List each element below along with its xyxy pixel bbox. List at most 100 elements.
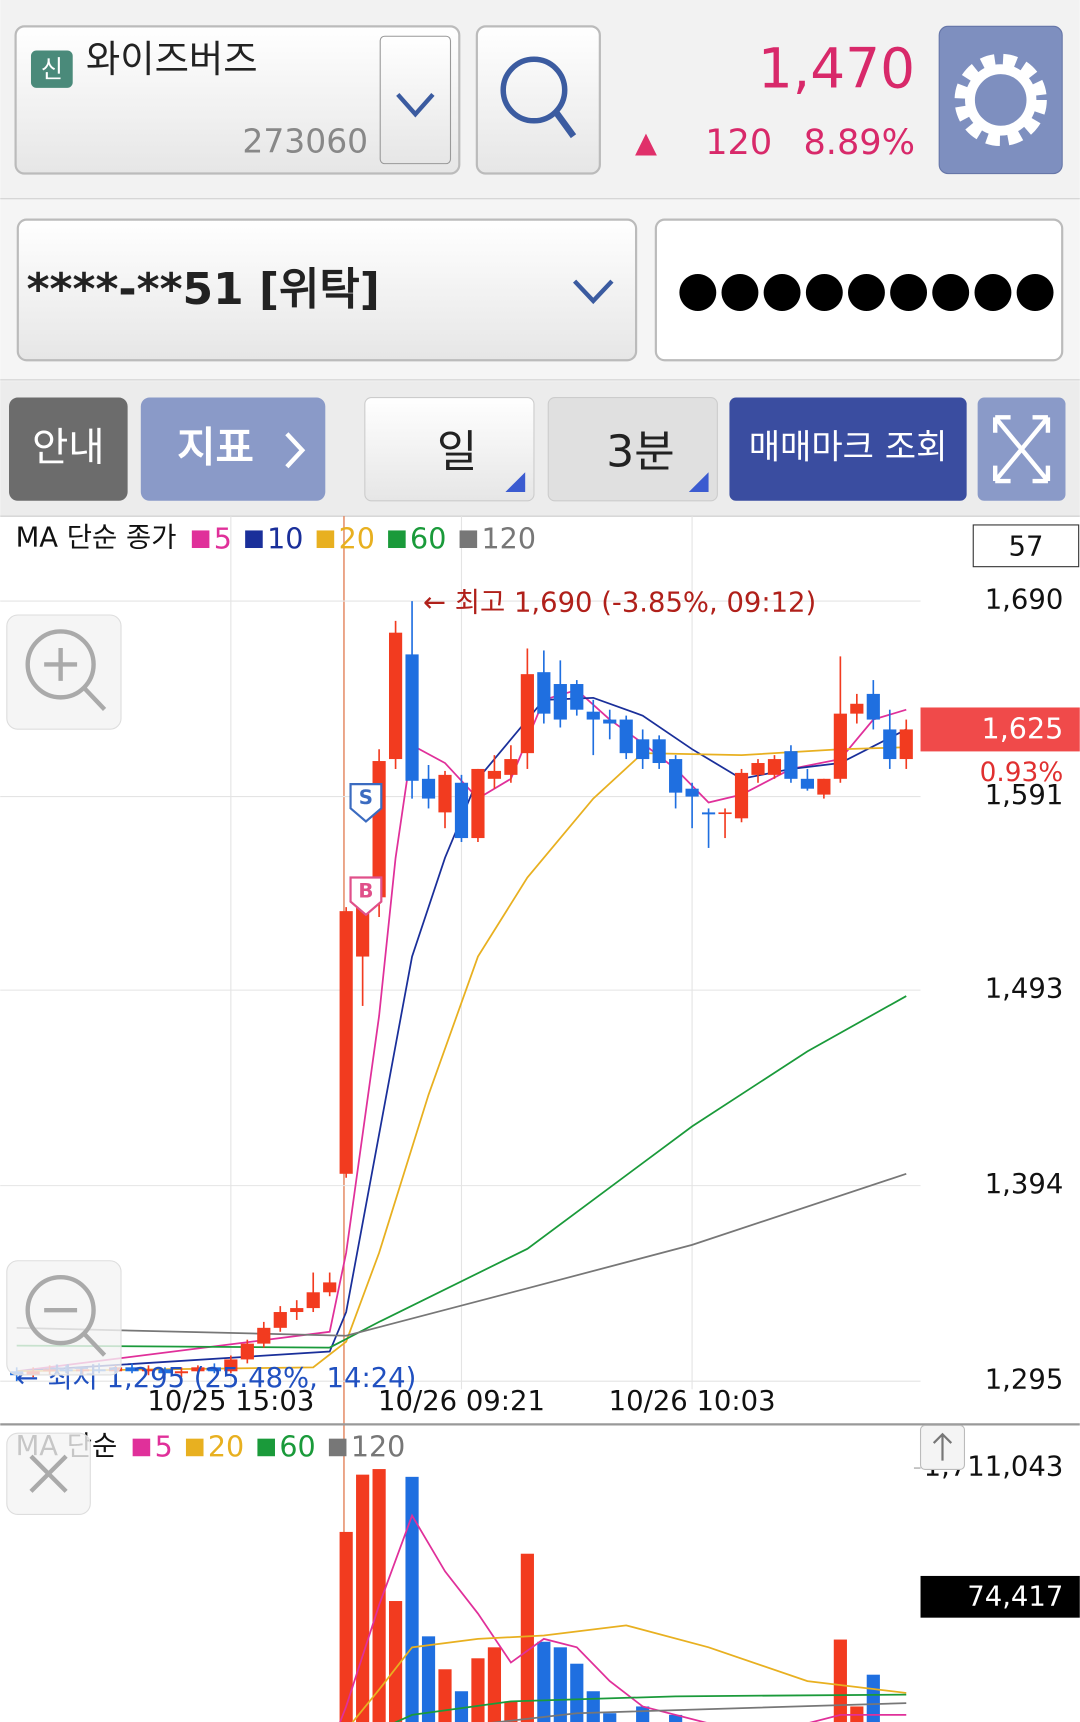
candle-body: [701, 812, 716, 815]
candle-body: [158, 1369, 172, 1374]
zoom-icon: [25, 1275, 96, 1346]
volume-bar: [454, 1691, 469, 1722]
period-label: 일: [437, 427, 477, 478]
candle-body: [866, 693, 880, 720]
y-tick-label: 1,295: [985, 1365, 1064, 1396]
zoom-icon: [44, 1307, 107, 1357]
volume-bar: [866, 1674, 880, 1722]
change: 120: [705, 122, 772, 163]
chevron: [285, 432, 306, 469]
password-mask: ●●●●●●●●●: [677, 261, 1056, 317]
account-select[interactable]: [16, 218, 638, 362]
candle-body: [899, 729, 913, 760]
volume-bar: [487, 1647, 502, 1722]
counter: 57: [1008, 532, 1043, 563]
legend-swatch: [459, 530, 478, 549]
x-tick-label: 10/26 09:21: [378, 1386, 545, 1417]
candle-body: [438, 774, 452, 813]
search-icon: [553, 110, 577, 139]
trade-mark-button[interactable]: [729, 397, 967, 501]
expand-icon: [993, 415, 1051, 484]
chevron: [572, 279, 614, 305]
trade-mark-label: 매매마크 조회: [749, 428, 948, 468]
y-tick-label: 1,690: [985, 585, 1064, 616]
x-tick-label: 10/25 15:03: [147, 1386, 314, 1417]
legend-label: 120: [351, 1430, 405, 1464]
y-tick-label: 1,591: [985, 780, 1064, 811]
legend-swatch: [328, 1438, 347, 1457]
ma-line: [491, 1702, 907, 1722]
legend-swatch: [245, 530, 263, 549]
volume-bar: [405, 1476, 419, 1722]
last-volume-box: [920, 1575, 1080, 1618]
badge: [30, 50, 73, 88]
legend-swatch: [388, 530, 406, 549]
corner-mark: [505, 472, 526, 492]
candle-body: [619, 719, 633, 754]
ma-line: [339, 1513, 907, 1722]
candle-body: [454, 782, 469, 839]
y-tick-label: 1,493: [985, 974, 1064, 1005]
legend-label: 60: [279, 1430, 315, 1464]
candle-body: [669, 759, 683, 793]
candle-body: [603, 719, 617, 724]
indicator-button[interactable]: [140, 397, 326, 501]
candle-body: [833, 713, 847, 779]
trade-mark-label: B: [358, 879, 373, 902]
price: 1,470: [758, 37, 915, 101]
legend-swatch: [257, 1438, 275, 1457]
candle-body: [767, 759, 782, 775]
search-button[interactable]: [475, 25, 601, 175]
volume-bar: [504, 1701, 518, 1722]
candle-body: [751, 763, 765, 775]
legend-label: 5: [214, 521, 232, 555]
candle-body: [141, 1369, 156, 1372]
period-button[interactable]: [364, 397, 535, 502]
candle-body: [636, 739, 650, 760]
candle-body: [191, 1367, 205, 1372]
change-pct: 8.89%: [803, 122, 915, 163]
candle-body: [240, 1343, 254, 1360]
candle-body: [553, 684, 567, 720]
change-sign: ▲: [635, 125, 657, 159]
candle-body: [339, 911, 353, 1174]
candle-body: [586, 711, 600, 720]
last-price-box: [920, 707, 1080, 752]
guide-button[interactable]: [9, 397, 128, 501]
candle-body: [570, 684, 584, 710]
legend-swatch: [185, 1438, 204, 1457]
settings-button[interactable]: [938, 25, 1063, 175]
volume-bar: [553, 1647, 567, 1722]
legend-label: 60: [410, 521, 446, 555]
legend-swatch: [132, 1438, 151, 1457]
badge-text: 신: [41, 55, 63, 83]
last-volume: 74,417: [967, 1581, 1063, 1612]
zoom-icon: [44, 647, 107, 711]
search-icon: [500, 56, 568, 124]
candle-body: [388, 632, 403, 760]
candle-body: [685, 788, 699, 797]
candle-body: [784, 751, 798, 779]
interval-button[interactable]: [547, 397, 718, 502]
legend-label: 120: [482, 521, 537, 555]
last-change: 0.93%: [980, 758, 1064, 788]
volume-bar: [669, 1714, 683, 1722]
stock-box[interactable]: [14, 25, 461, 175]
legend-swatch: [191, 530, 210, 549]
candle-body: [850, 703, 864, 714]
volume-bar: [636, 1706, 650, 1722]
candle-body: [504, 759, 518, 775]
volume-bar: [438, 1669, 452, 1722]
volume-bar: [372, 1469, 386, 1722]
trade-mark-label: S: [359, 786, 373, 809]
volume-bar: [833, 1639, 847, 1722]
candle-body: [487, 770, 502, 779]
ma-line: [16, 746, 907, 1373]
account-number: ****-**51 [위탁]: [27, 264, 380, 315]
gear-icon: [954, 53, 1047, 147]
stock-dropdown[interactable]: [379, 35, 452, 165]
ma-line: [351, 1624, 907, 1722]
candle-body: [800, 778, 815, 789]
password-field[interactable]: [654, 218, 1064, 362]
